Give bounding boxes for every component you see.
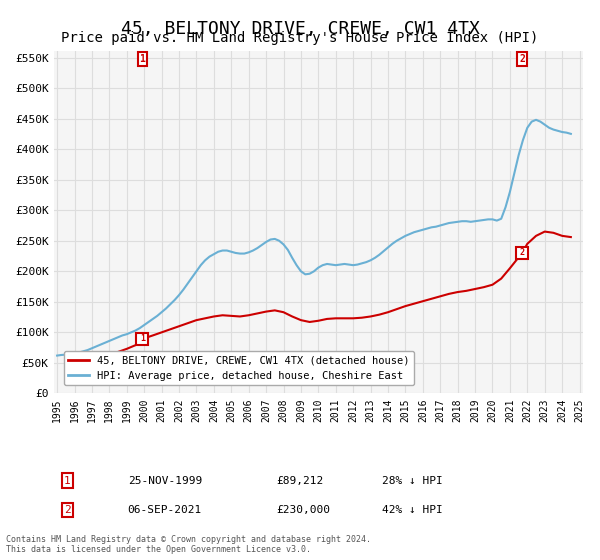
Text: 42% ↓ HPI: 42% ↓ HPI	[382, 505, 443, 515]
Legend: 45, BELTONY DRIVE, CREWE, CW1 4TX (detached house), HPI: Average price, detached: 45, BELTONY DRIVE, CREWE, CW1 4TX (detac…	[64, 351, 414, 385]
Text: Contains HM Land Registry data © Crown copyright and database right 2024.
This d: Contains HM Land Registry data © Crown c…	[6, 535, 371, 554]
Text: 06-SEP-2021: 06-SEP-2021	[128, 505, 202, 515]
Text: 1: 1	[64, 475, 71, 486]
Text: 2: 2	[520, 249, 524, 258]
Text: 45, BELTONY DRIVE, CREWE, CW1 4TX: 45, BELTONY DRIVE, CREWE, CW1 4TX	[121, 20, 479, 38]
Text: Price paid vs. HM Land Registry's House Price Index (HPI): Price paid vs. HM Land Registry's House …	[61, 31, 539, 45]
Text: 2: 2	[519, 54, 525, 64]
Text: 1: 1	[139, 54, 145, 64]
Text: £230,000: £230,000	[276, 505, 330, 515]
Text: 28% ↓ HPI: 28% ↓ HPI	[382, 475, 443, 486]
Text: 2: 2	[64, 505, 71, 515]
Text: 1: 1	[140, 334, 145, 343]
Text: 25-NOV-1999: 25-NOV-1999	[128, 475, 202, 486]
Text: £89,212: £89,212	[276, 475, 323, 486]
